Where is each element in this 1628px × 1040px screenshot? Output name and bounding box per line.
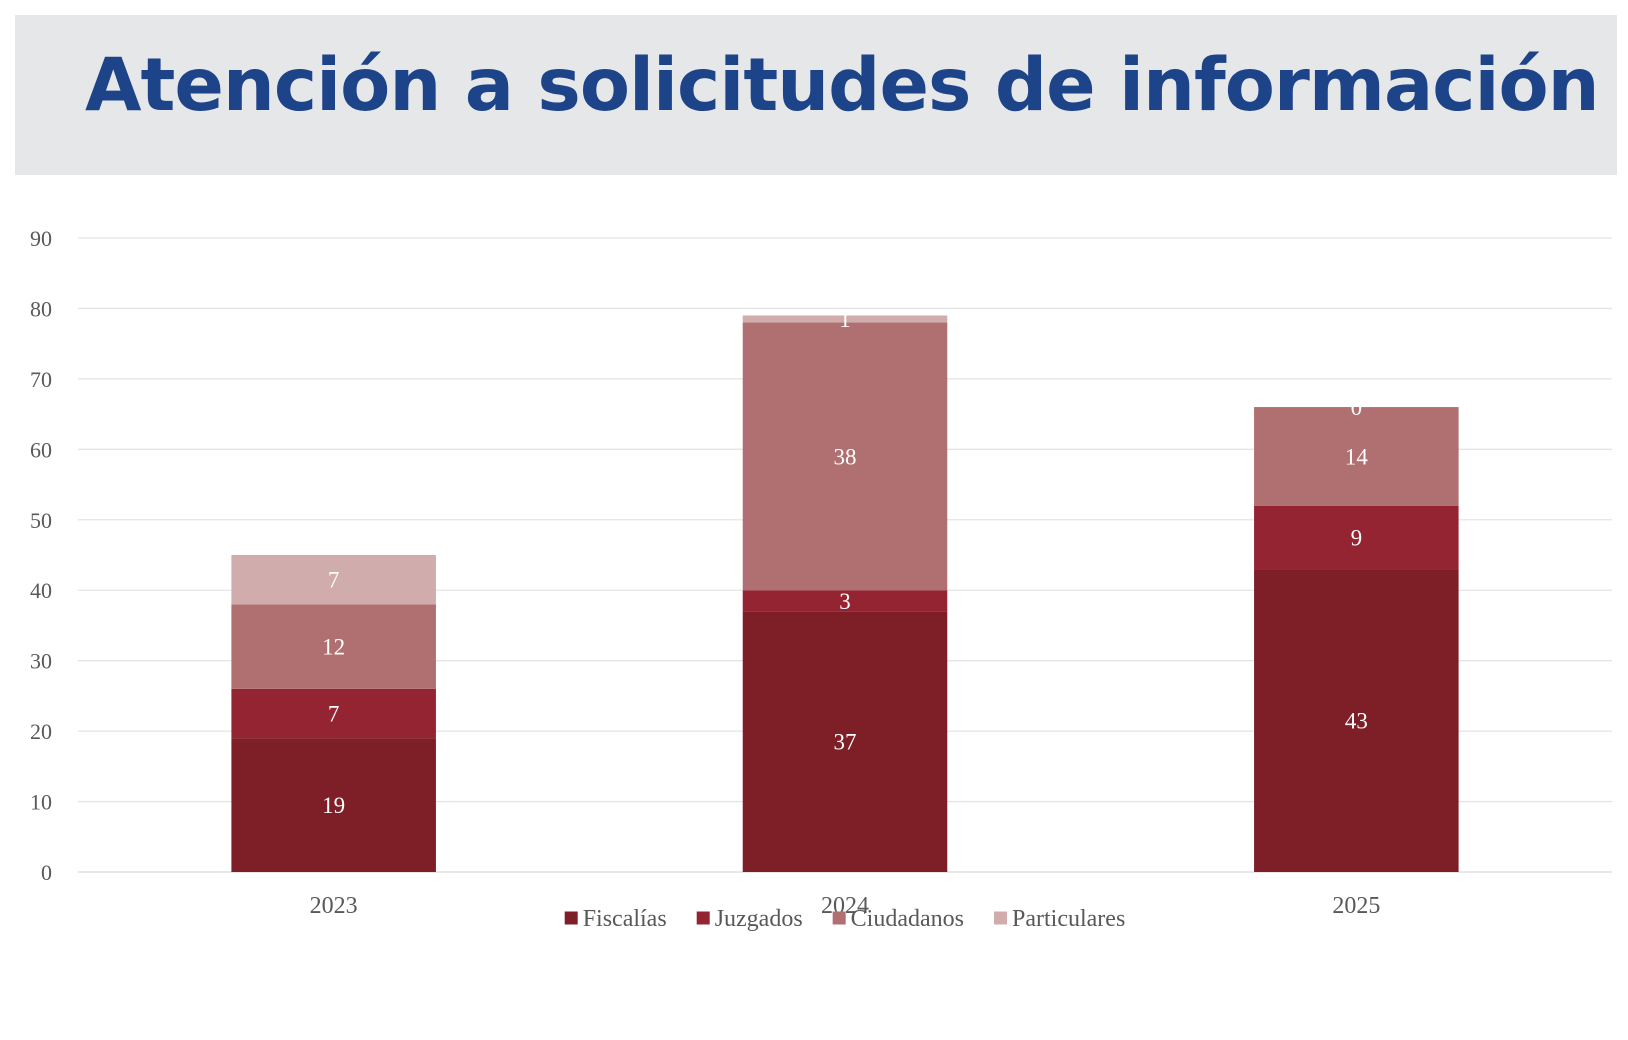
legend-swatch [564, 911, 578, 925]
bar-segment [231, 604, 436, 689]
bar-segment [231, 738, 436, 872]
y-tick-label: 70 [30, 367, 52, 392]
x-tick-label: 2023 [310, 893, 358, 919]
data-label: 7 [328, 702, 340, 727]
data-label: 37 [834, 730, 857, 755]
y-tick-label: 60 [30, 437, 52, 462]
data-label: 1 [839, 307, 851, 332]
data-label: 43 [1345, 709, 1368, 734]
data-label: 9 [1351, 525, 1363, 550]
bar-segment [1254, 407, 1459, 506]
y-tick-label: 20 [30, 719, 52, 744]
legend-label: Juzgados [715, 906, 803, 932]
legend-label: Fiscalías [583, 906, 667, 932]
bar-segment [1254, 569, 1459, 872]
bar-segment [742, 590, 948, 612]
data-label: 7 [328, 568, 340, 593]
legend-swatch [832, 911, 846, 925]
y-tick-label: 80 [30, 296, 52, 321]
bar-segment [742, 611, 948, 872]
data-label: 12 [322, 635, 345, 660]
bar-segment [231, 688, 436, 739]
title-banner: Atención a solicitudes de información [15, 15, 1617, 175]
legend-swatch [994, 911, 1008, 925]
data-label: 0 [1351, 395, 1363, 420]
legend: Fiscalías Juzgados Ciudadanos Particulares [564, 906, 1125, 932]
data-labels: 19 7 12 7 37 3 38 1 43 9 14 0 [322, 307, 1368, 818]
x-axis: 2023 2024 2025 [310, 893, 1381, 919]
legend-label: Ciudadanos [851, 906, 964, 932]
y-tick-label: 0 [41, 860, 52, 885]
bars [231, 315, 1459, 872]
legend-swatch [696, 911, 710, 925]
y-tick-label: 10 [30, 790, 52, 815]
y-tick-label: 50 [30, 508, 52, 533]
data-label: 38 [834, 444, 857, 469]
bar-segment [742, 315, 948, 323]
bar-segment [231, 555, 436, 605]
page-title: Atención a solicitudes de información [85, 43, 1600, 128]
bar-segment [1254, 505, 1459, 570]
stacked-bar-chart: 0 10 20 30 40 50 60 70 80 90 19 7 12 7 37 3 38 1 43 9 14 0 2… [30, 226, 1612, 932]
y-tick-label: 40 [30, 578, 52, 603]
y-tick-label: 90 [30, 226, 52, 251]
data-label: 14 [1345, 444, 1369, 469]
y-axis: 0 10 20 30 40 50 60 70 80 90 [30, 226, 52, 885]
legend-label: Particulares [1012, 906, 1125, 932]
data-label: 3 [839, 589, 851, 614]
data-label: 19 [322, 793, 345, 818]
bar-segment [742, 322, 948, 591]
y-tick-label: 30 [30, 649, 52, 674]
x-tick-label: 2025 [1332, 893, 1380, 919]
